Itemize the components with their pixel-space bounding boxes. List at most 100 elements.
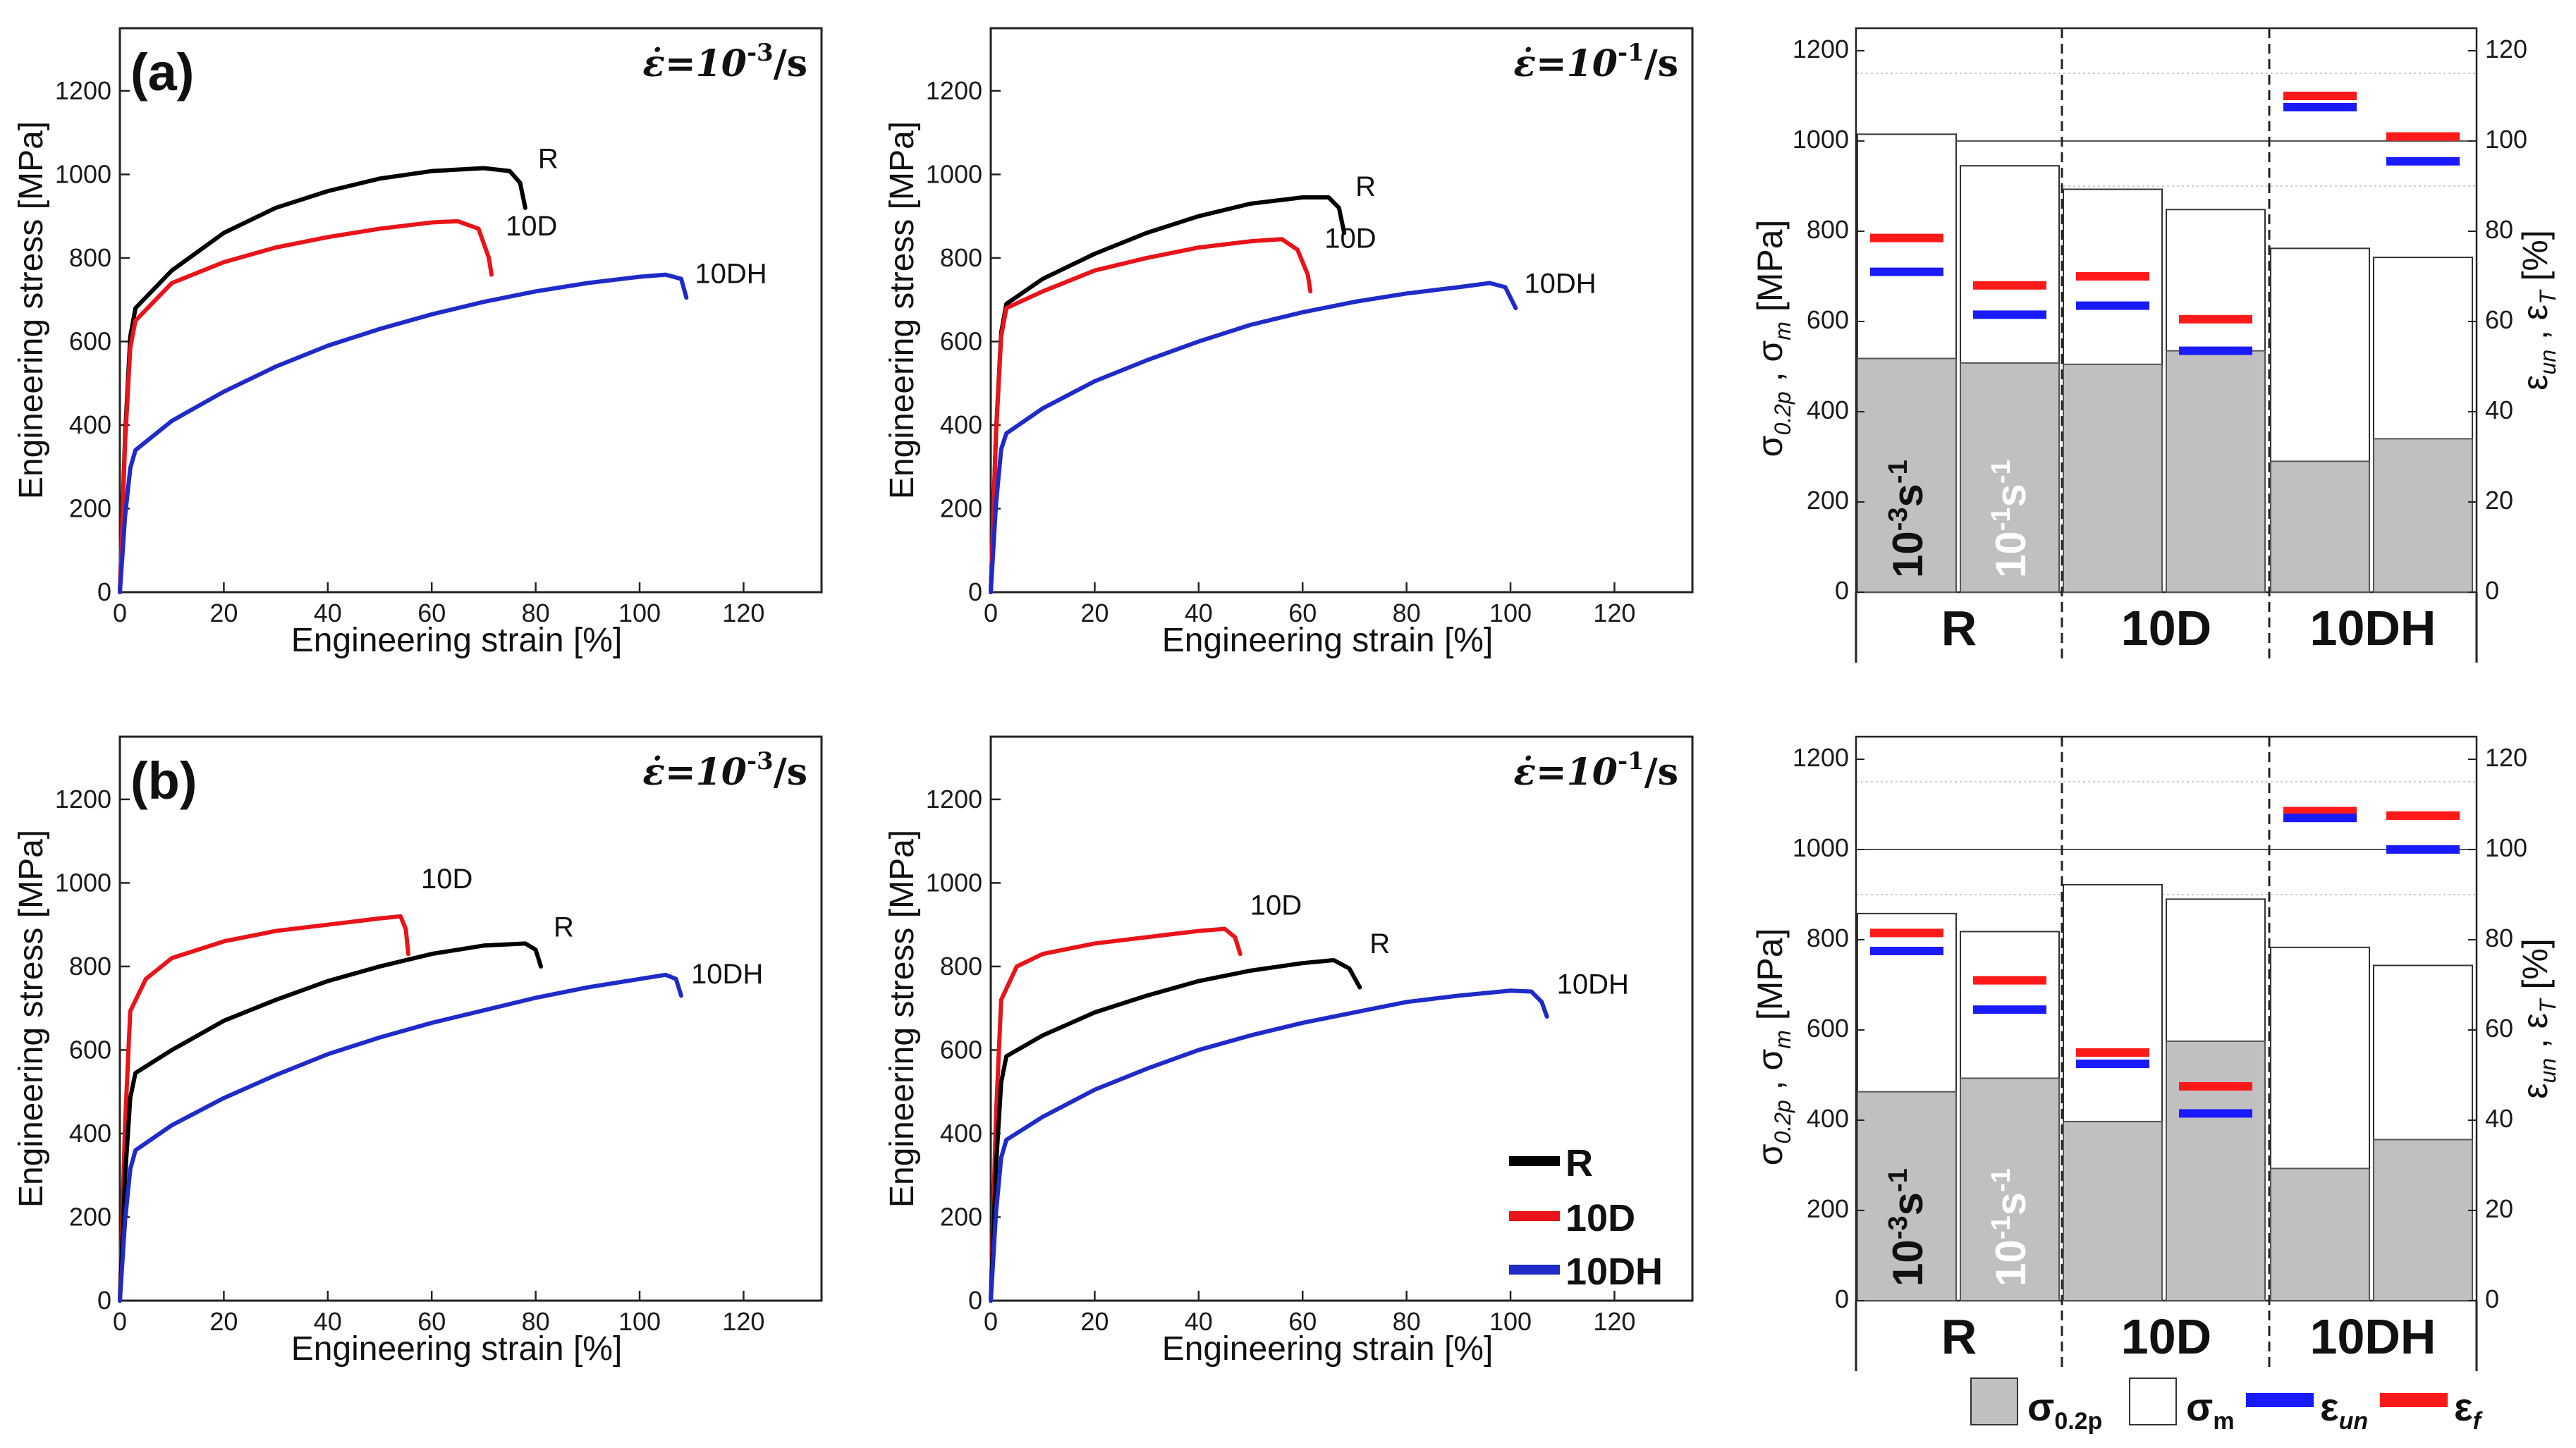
y-tick-label: 1000	[55, 159, 111, 188]
bar-sigma-02	[1857, 1091, 1957, 1302]
x-tick-label: 80	[522, 1307, 550, 1336]
x-tick-label: 100	[1489, 1307, 1532, 1336]
marker-eps-f	[2179, 1082, 2252, 1091]
x-tick-label: 0	[984, 1307, 998, 1336]
bar-chart-a: 0 200 400 600 800 1000 1200 0 20 40 60 80 100 120 σ0.2…	[1750, 27, 2560, 663]
y2-tick-label: 40	[2485, 1104, 2513, 1133]
strain-rate-label: ε̇=10-3/s	[642, 747, 807, 794]
group-label-10DH: 10DH	[2310, 601, 2436, 656]
strain-rate-label: ε̇=10-3/s	[642, 39, 807, 85]
y2-tick-label: 100	[2485, 125, 2527, 154]
y-tick-label: 200	[1807, 486, 1849, 515]
y-tick-label: 1200	[1793, 35, 1849, 63]
y-tick-label: 1000	[1793, 125, 1849, 154]
curve-label-R: R	[1355, 171, 1376, 202]
curve-10DH	[118, 272, 689, 594]
bar-sigma-02	[2270, 1167, 2370, 1301]
y-tick-label: 200	[940, 1202, 982, 1231]
bar-rate-label-fast: 10-1s-1	[1986, 1168, 2034, 1287]
y-tick-label: 1200	[55, 785, 111, 814]
y2-axis-label: εun , εT [%]	[2515, 230, 2560, 391]
y2-tick-label: 80	[2485, 924, 2513, 952]
x-axis-label: Engineering strain [%]	[291, 1330, 623, 1368]
y-tick-label: 400	[69, 1119, 111, 1148]
x-tick-label: 40	[314, 599, 342, 627]
marker-eps-f	[1870, 233, 1943, 243]
y-tick-label: 400	[940, 1119, 982, 1148]
curve-label-10DH: 10DH	[1557, 969, 1629, 1000]
marker-eps-f	[2386, 811, 2460, 820]
x-axis-label: Engineering strain [%]	[1162, 622, 1494, 659]
y-tick-label: 0	[968, 1286, 982, 1315]
marker-eps-un	[2179, 1109, 2252, 1118]
y2-axis-label: εun , εT [%]	[2515, 938, 2560, 1099]
y-tick-label: 0	[97, 1286, 111, 1315]
plot-frame	[989, 27, 1694, 594]
y-axis-label: Engineering stress [MPa]	[884, 121, 921, 499]
x-tick-label: 20	[1080, 599, 1109, 627]
x-tick-label: 100	[618, 1307, 661, 1336]
y2-tick-label: 0	[2485, 1284, 2499, 1313]
y-tick-label: 0	[1835, 1284, 1849, 1313]
legend-label-R: R	[1565, 1142, 1593, 1184]
line-chart-b-slow: 0 20 40 60 80 100 120020040060080010001200Engi…	[13, 735, 823, 1368]
legend-swatch-R	[1509, 1156, 1560, 1166]
y2-tick-label: 40	[2485, 395, 2513, 424]
x-tick-label: 0	[984, 599, 998, 627]
x-tick-label: 20	[1080, 1307, 1109, 1336]
curve-label-10DH: 10DH	[695, 259, 767, 290]
y-tick-label: 800	[69, 952, 111, 981]
y2-tick-label: 20	[2485, 486, 2513, 515]
curve-label-R: R	[1369, 928, 1390, 959]
y-tick-label: 1200	[1793, 743, 1849, 772]
curve-label-R: R	[538, 144, 558, 175]
curve-R	[989, 195, 1347, 594]
curve-10D	[118, 219, 494, 594]
y-tick-label: 200	[1807, 1194, 1849, 1223]
marker-eps-f	[2283, 806, 2357, 816]
x-tick-label: 40	[1185, 599, 1213, 627]
x-axis-label: Engineering strain [%]	[291, 622, 623, 659]
marker-eps-un	[2076, 301, 2149, 310]
curve-R	[989, 958, 1362, 1303]
y-axis-label: Engineering stress [MPa]	[13, 830, 50, 1208]
bar-rate-label-slow: 10-3s-1	[1884, 1168, 1931, 1287]
x-tick-label: 60	[417, 1307, 446, 1336]
y-tick-label: 0	[1835, 576, 1849, 605]
y-tick-label: 200	[69, 1202, 111, 1231]
y-tick-label: 1200	[926, 76, 982, 105]
group-label-R: R	[1941, 601, 1977, 656]
y-tick-label: 600	[1807, 305, 1849, 334]
bar-legend-swatch-eps-f	[2380, 1393, 2448, 1407]
y-tick-label: 600	[69, 1035, 111, 1064]
x-tick-label: 100	[1489, 599, 1532, 627]
marker-eps-f	[2386, 132, 2460, 141]
bar-sigma-02	[1857, 357, 1957, 593]
bar-sigma-02	[2166, 1041, 2266, 1301]
legend-swatch-10DH	[1509, 1265, 1560, 1275]
bar-sigma-02	[2063, 363, 2163, 593]
y-tick-label: 1000	[926, 868, 982, 897]
curve-label-10D: 10D	[506, 211, 557, 242]
group-label-R: R	[1941, 1309, 1977, 1364]
bar-legend-label-sigma02: σ0.2p	[2027, 1385, 2102, 1435]
y-tick-label: 800	[940, 952, 982, 981]
x-tick-label: 80	[522, 599, 550, 627]
plot-frame	[118, 27, 823, 594]
y-tick-label: 1200	[55, 76, 111, 105]
bar-rate-label-slow: 10-3s-1	[1884, 460, 1931, 578]
y-tick-label: 200	[69, 493, 111, 522]
marker-eps-un	[1973, 1005, 2046, 1014]
y-tick-label: 0	[97, 577, 111, 606]
marker-eps-f	[1973, 976, 2046, 985]
y-tick-label: 1000	[1793, 833, 1849, 862]
x-axis-label: Engineering strain [%]	[1162, 1330, 1494, 1368]
y-tick-label: 400	[69, 410, 111, 439]
bar-sigma-02	[2373, 1139, 2473, 1302]
marker-eps-un	[2179, 346, 2252, 355]
y-tick-label: 200	[940, 493, 982, 522]
bar-legend-label-eps-f: εf	[2454, 1385, 2484, 1435]
bar-chart-b: 0 200 400 600 800 1000 1200 0 20 40 60 80 100 120 σ0.2…	[1750, 735, 2560, 1371]
y2-tick-label: 20	[2485, 1194, 2513, 1223]
